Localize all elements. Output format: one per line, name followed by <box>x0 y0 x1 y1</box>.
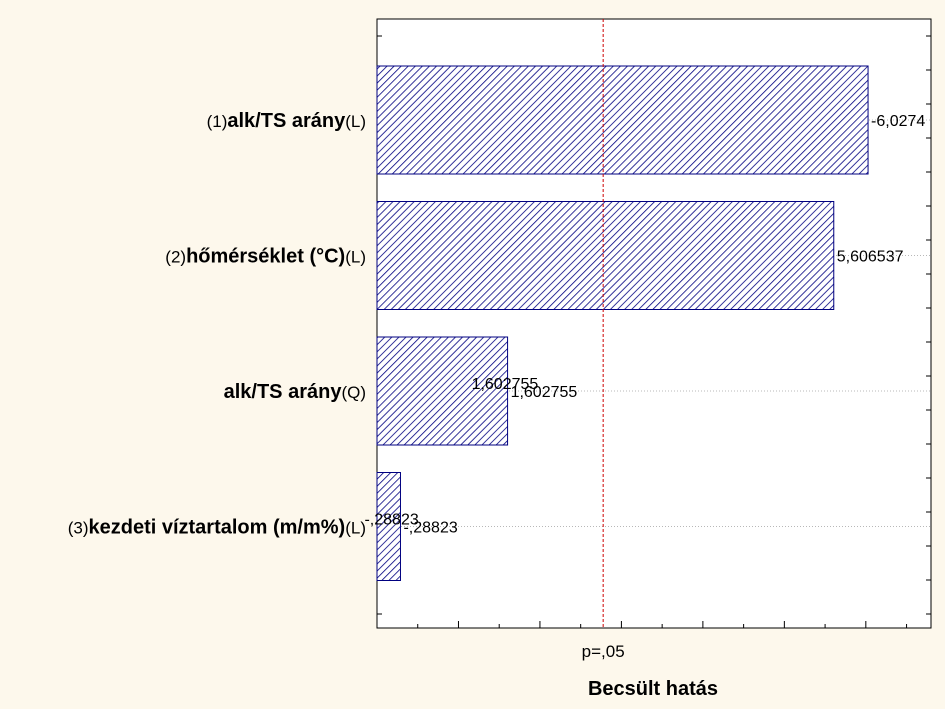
value-label-inner: -,28823 <box>364 512 418 529</box>
category-label: (3)kezdeti víztartalom (m/m%)(L) <box>68 517 366 539</box>
value-label: 1,602755 <box>511 384 578 401</box>
threshold-label: p=,05 <box>582 642 625 661</box>
bar <box>376 472 401 581</box>
value-label: -,28823 <box>403 520 457 537</box>
bar <box>376 336 509 446</box>
category-labels: (1)alk/TS arány(L) (2)hőmérséklet (°C)(L)… <box>68 110 366 539</box>
category-label: (2)hőmérséklet (°C)(L) <box>165 246 366 268</box>
bar <box>376 65 869 175</box>
value-label-inner: 1,602755 <box>472 376 539 393</box>
category-label: (1)alk/TS arány(L) <box>207 110 366 132</box>
bar <box>376 201 835 310</box>
value-label: -6,0274 <box>871 113 925 130</box>
bars <box>376 65 869 581</box>
value-label: 5,606537 <box>837 249 904 266</box>
category-label: alk/TS arány(Q) <box>224 381 366 403</box>
x-axis-title: Becsült hatás <box>588 678 718 700</box>
